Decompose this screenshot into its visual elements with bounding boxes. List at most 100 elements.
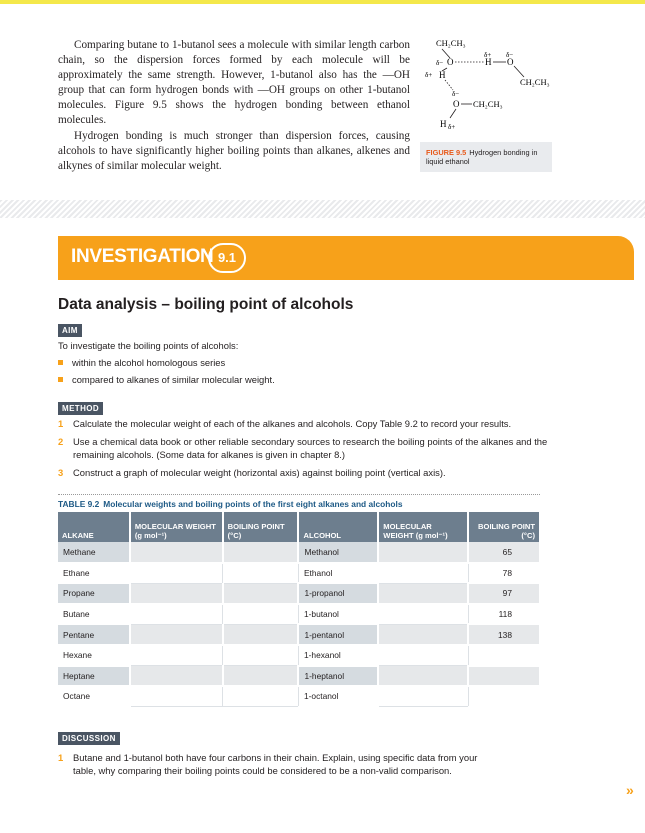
cell-alcohol: 1-hexanol xyxy=(298,644,380,667)
cell-alcohol-molecular-weight xyxy=(377,644,469,667)
table-row: Heptane 1-heptanol xyxy=(58,665,541,688)
header-alcohol: ALCOHOL xyxy=(298,512,380,542)
step-number: 3 xyxy=(58,467,64,478)
cell-alkane: Heptane xyxy=(58,665,131,688)
header-alkane-molecular-weight: MOLECULAR WEIGHT (g mol⁻¹) xyxy=(129,512,224,542)
cell-alcohol: Ethanol xyxy=(298,562,380,585)
cell-alkane-boiling-point xyxy=(222,583,300,605)
cell-alcohol-boiling-point: 118 xyxy=(468,603,541,626)
cell-alcohol-molecular-weight xyxy=(378,542,470,564)
cell-alcohol-boiling-point xyxy=(468,665,541,688)
investigation-number-badge: 9.1 xyxy=(208,243,246,273)
cell-alcohol: 1-octanol xyxy=(298,686,380,708)
cell-alcohol-molecular-weight xyxy=(377,562,469,584)
method-step-1: 1 Calculate the molecular weight of each … xyxy=(58,418,548,431)
label-delta-minus-1: δ− xyxy=(436,59,443,67)
label-ch2ch3-bottom: CH₂CH₃ xyxy=(473,99,503,109)
cell-alkane: Ethane xyxy=(58,562,131,585)
cell-alkane-boiling-point xyxy=(222,542,300,564)
ethanol-hydrogen-bond-diagram: CH₂CH₃ δ− O δ+ H δ− O CH₂CH₃ δ+ H δ− O C… xyxy=(425,38,550,131)
table-row: Hexane 1-hexanol xyxy=(58,644,541,667)
aim-bullet-text: compared to alkanes of similar molecular… xyxy=(72,374,275,385)
label-delta-plus-2: δ+ xyxy=(425,71,432,79)
table-caption: Molecular weights and boiling points of … xyxy=(103,499,403,509)
cell-alcohol-boiling-point: 78 xyxy=(468,562,541,585)
label-delta-plus-1: δ+ xyxy=(484,51,491,59)
cell-alcohol: Methanol xyxy=(298,542,380,564)
step-text: Use a chemical data book or other reliab… xyxy=(73,436,548,460)
step-number: 2 xyxy=(58,436,64,447)
cell-alkane-molecular-weight xyxy=(129,603,224,625)
method-step-2: 2 Use a chemical data book or other relia… xyxy=(58,436,548,461)
question-text: Butane and 1-butanol both have four carb… xyxy=(73,752,478,776)
step-text: Construct a graph of molecular weight (h… xyxy=(73,467,446,478)
cell-alkane-molecular-weight xyxy=(129,542,224,564)
cell-alcohol-boiling-point: 65 xyxy=(468,542,541,564)
table-row: Propane 1-propanol 97 xyxy=(58,583,541,605)
discussion-tag: DISCUSSION xyxy=(58,732,120,745)
cell-alkane-molecular-weight xyxy=(129,644,224,667)
cell-alcohol-boiling-point: 97 xyxy=(468,583,541,605)
discussion-question-1: 1 Butane and 1-butanol both have four car… xyxy=(58,752,488,777)
label-o-3: O xyxy=(453,99,460,109)
cell-alkane: Propane xyxy=(58,583,131,605)
cell-alcohol: 1-propanol xyxy=(298,583,380,605)
bullet-square-icon xyxy=(58,360,63,366)
cell-alkane-boiling-point xyxy=(222,624,300,646)
aim-bullet-2: compared to alkanes of similar molecular… xyxy=(58,373,275,387)
label-ch2ch3-right: CH₂CH₃ xyxy=(520,77,550,87)
cell-alcohol-molecular-weight xyxy=(377,603,469,625)
label-delta-minus-3: δ− xyxy=(452,90,459,98)
table-row: Octane 1-octanol xyxy=(58,685,541,708)
cell-alkane-boiling-point xyxy=(222,644,299,667)
label-ch2ch3-top: CH₂CH₃ xyxy=(436,38,466,48)
question-number: 1 xyxy=(58,752,64,763)
table-title: TABLE 9.2 Molecular weights and boiling p… xyxy=(58,499,402,509)
cell-alkane-molecular-weight xyxy=(129,685,224,708)
label-o-2: O xyxy=(507,57,514,67)
label-delta-minus-2: δ− xyxy=(506,51,513,59)
investigation-label: INVESTIGATION xyxy=(71,246,214,267)
intro-paragraph-1: Comparing butane to 1-butanol sees a mol… xyxy=(58,39,410,127)
cell-alcohol-boiling-point xyxy=(468,686,541,708)
table-body: Methane Methanol 65 Ethane Ethanol 78 Propane 1… xyxy=(58,542,541,708)
header-alkane-boiling-point: BOILING POINT (°C) xyxy=(222,512,300,542)
cell-alcohol: 1-pentanol xyxy=(298,624,380,646)
figure-caption: FIGURE 9.5 Hydrogen bonding in liquid eth… xyxy=(420,142,552,172)
header-alcohol-molecular-weight: MOLECULAR WEIGHT (g mol⁻¹) xyxy=(378,512,470,542)
label-o-1: O xyxy=(447,57,454,67)
investigation-banner: INVESTIGATION 9.1 xyxy=(58,236,634,280)
aim-intro: To investigate the boiling points of alc… xyxy=(58,340,239,351)
label-delta-plus-3: δ+ xyxy=(448,123,455,131)
label-h-1: H xyxy=(485,57,492,67)
header-alcohol-boiling-point: BOILING POINT (°C) xyxy=(468,512,541,542)
label-h-2: H xyxy=(439,70,446,80)
cell-alkane: Octane xyxy=(58,686,131,708)
table-row: Methane Methanol 65 xyxy=(58,542,541,564)
hatched-divider xyxy=(0,200,645,218)
cell-alcohol: 1-butanol xyxy=(298,603,380,626)
cell-alkane: Methane xyxy=(58,542,131,564)
aim-bullet-text: within the alcohol homologous series xyxy=(72,357,226,368)
cell-alkane: Pentane xyxy=(58,624,131,646)
cell-alkane-molecular-weight xyxy=(129,665,224,688)
data-table: ALKANE MOLECULAR WEIGHT (g mol⁻¹) BOILIN… xyxy=(58,512,541,708)
cell-alcohol-boiling-point xyxy=(468,644,541,667)
method-step-3: 3 Construct a graph of molecular weight (… xyxy=(58,467,548,480)
next-page-arrow-icon[interactable]: » xyxy=(626,782,634,798)
table-row: Butane 1-butanol 118 xyxy=(58,603,541,626)
table-row: Pentane 1-pentanol 138 xyxy=(58,624,541,646)
cell-alkane-boiling-point xyxy=(222,562,299,584)
cell-alcohol-molecular-weight xyxy=(378,583,470,605)
cell-alkane-boiling-point xyxy=(222,603,299,625)
figure-number: FIGURE 9.5 xyxy=(426,148,467,157)
bullet-square-icon xyxy=(58,377,63,383)
cell-alcohol-molecular-weight xyxy=(378,665,470,688)
figure-hydrogen-bonding: CH₂CH₃ δ− O δ+ H δ− O CH₂CH₃ δ+ H δ− O C… xyxy=(420,30,555,180)
header-alkane: ALKANE xyxy=(58,512,131,542)
aim-bullet-1: within the alcohol homologous series xyxy=(58,356,225,370)
aim-tag: AIM xyxy=(58,324,82,337)
cell-alkane-boiling-point xyxy=(222,685,299,708)
table-row: Ethane Ethanol 78 xyxy=(58,562,541,585)
table-number: TABLE 9.2 xyxy=(58,499,100,509)
